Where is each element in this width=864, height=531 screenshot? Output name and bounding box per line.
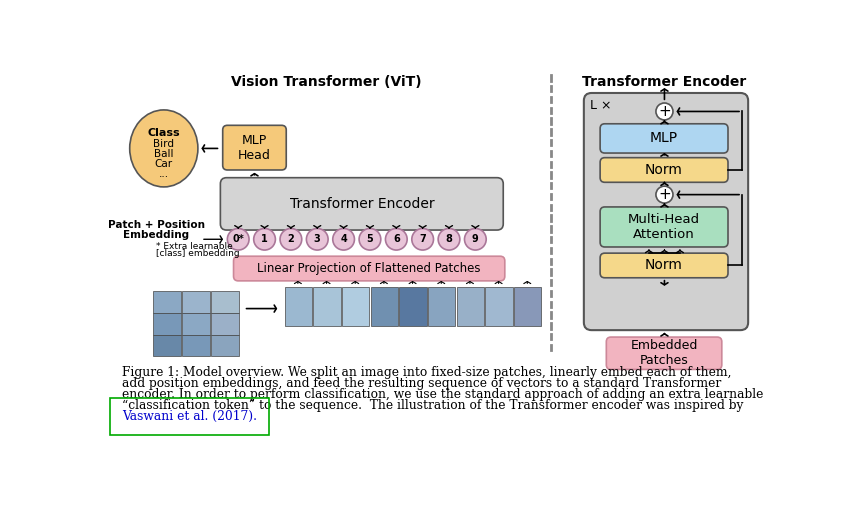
- Text: 1: 1: [261, 234, 268, 244]
- FancyBboxPatch shape: [584, 93, 748, 330]
- Text: L ×: L ×: [590, 99, 612, 112]
- Circle shape: [656, 186, 673, 203]
- Text: 6: 6: [393, 234, 400, 244]
- Text: 8: 8: [446, 234, 453, 244]
- Bar: [182, 292, 211, 313]
- Bar: [399, 287, 427, 326]
- Bar: [211, 335, 239, 356]
- Text: Figure 1: Model overview. We split an image into fixed-size patches, linearly em: Figure 1: Model overview. We split an im…: [122, 365, 732, 379]
- Ellipse shape: [130, 110, 198, 187]
- Bar: [182, 335, 211, 356]
- Bar: [211, 313, 239, 335]
- Text: Multi-Head
Attention: Multi-Head Attention: [628, 213, 700, 241]
- Text: 9: 9: [472, 234, 479, 244]
- FancyBboxPatch shape: [600, 158, 728, 182]
- Circle shape: [412, 228, 434, 250]
- Text: 2: 2: [288, 234, 295, 244]
- Text: [class] embedding: [class] embedding: [156, 250, 239, 259]
- Text: Vaswani et al. (2017).: Vaswani et al. (2017).: [122, 410, 257, 423]
- Bar: [514, 287, 541, 326]
- Bar: [211, 292, 239, 313]
- Circle shape: [385, 228, 407, 250]
- Text: 4: 4: [340, 234, 347, 244]
- Text: Vision Transformer (ViT): Vision Transformer (ViT): [232, 75, 422, 89]
- Text: Norm: Norm: [645, 259, 683, 272]
- Bar: [182, 313, 211, 335]
- FancyBboxPatch shape: [233, 256, 505, 281]
- Text: 5: 5: [366, 234, 373, 244]
- Bar: [342, 287, 369, 326]
- Circle shape: [307, 228, 328, 250]
- Bar: [457, 287, 484, 326]
- Text: Car: Car: [155, 159, 173, 169]
- Text: MLP: MLP: [650, 131, 678, 145]
- Circle shape: [359, 228, 381, 250]
- Bar: [314, 287, 340, 326]
- Text: Transformer Encoder: Transformer Encoder: [582, 75, 746, 89]
- Bar: [153, 313, 181, 335]
- Bar: [153, 335, 181, 356]
- Text: Embedding: Embedding: [123, 230, 189, 239]
- Text: ...: ...: [159, 169, 168, 179]
- Circle shape: [254, 228, 276, 250]
- Bar: [486, 287, 512, 326]
- FancyBboxPatch shape: [600, 207, 728, 247]
- Circle shape: [438, 228, 460, 250]
- Circle shape: [280, 228, 302, 250]
- Text: +: +: [658, 104, 670, 119]
- Text: 0*: 0*: [232, 234, 244, 244]
- Text: Embedded
Patches: Embedded Patches: [631, 339, 698, 367]
- Bar: [285, 287, 312, 326]
- Text: 3: 3: [314, 234, 321, 244]
- Text: add position embeddings, and feed the resulting sequence of vectors to a standar: add position embeddings, and feed the re…: [122, 376, 721, 390]
- Text: encoder. In order to perform classification, we use the standard approach of add: encoder. In order to perform classificat…: [122, 388, 763, 401]
- Text: Patch + Position: Patch + Position: [107, 220, 205, 230]
- Text: +: +: [658, 187, 670, 202]
- Circle shape: [227, 228, 249, 250]
- Bar: [371, 287, 397, 326]
- Bar: [153, 292, 181, 313]
- Text: “classification token” to the sequence.  The illustration of the Transformer enc: “classification token” to the sequence. …: [122, 399, 743, 412]
- Text: MLP
Head: MLP Head: [238, 134, 271, 161]
- Text: Norm: Norm: [645, 163, 683, 177]
- Bar: [428, 287, 455, 326]
- Circle shape: [465, 228, 486, 250]
- Text: Class: Class: [148, 128, 180, 138]
- Circle shape: [333, 228, 354, 250]
- Circle shape: [656, 103, 673, 120]
- Text: Bird: Bird: [153, 139, 175, 149]
- Text: Ball: Ball: [154, 149, 174, 159]
- Text: Linear Projection of Flattened Patches: Linear Projection of Flattened Patches: [257, 262, 481, 275]
- Text: * Extra learnable: * Extra learnable: [156, 242, 232, 251]
- FancyBboxPatch shape: [600, 124, 728, 153]
- FancyBboxPatch shape: [607, 337, 721, 370]
- Text: Transformer Encoder: Transformer Encoder: [289, 197, 434, 211]
- FancyBboxPatch shape: [223, 125, 286, 170]
- FancyBboxPatch shape: [600, 253, 728, 278]
- Text: 7: 7: [419, 234, 426, 244]
- FancyBboxPatch shape: [220, 178, 503, 230]
